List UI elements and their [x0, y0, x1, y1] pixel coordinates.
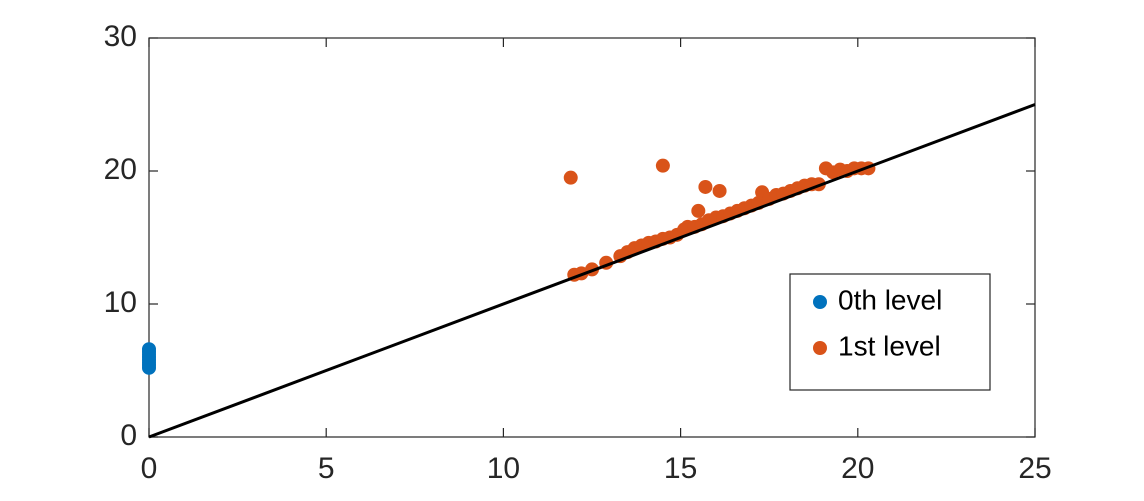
y-tick-label: 20: [104, 153, 137, 186]
y-tick-label: 30: [104, 20, 137, 53]
y-tick-label: 10: [104, 286, 137, 319]
point: [698, 179, 713, 194]
x-tick-label: 25: [1018, 452, 1051, 485]
point: [563, 170, 578, 185]
x-tick-label: 15: [664, 452, 697, 485]
legend-label: 0th level: [838, 284, 942, 315]
x-tick-label: 0: [141, 452, 158, 485]
y-tick-label: 0: [120, 419, 137, 452]
x-tick-label: 5: [318, 452, 335, 485]
legend: 0th level 1st level: [789, 273, 991, 391]
legend-marker: [813, 295, 827, 309]
point: [142, 342, 156, 357]
x-tick-label: 20: [841, 452, 874, 485]
x-tick-label: 10: [487, 452, 520, 485]
point: [655, 158, 670, 173]
legend-label: 1st level: [838, 330, 941, 361]
legend-box: [789, 273, 991, 391]
point: [691, 203, 706, 218]
point: [712, 183, 727, 198]
reference-line: [148, 103, 1036, 439]
legend-marker: [813, 341, 827, 355]
